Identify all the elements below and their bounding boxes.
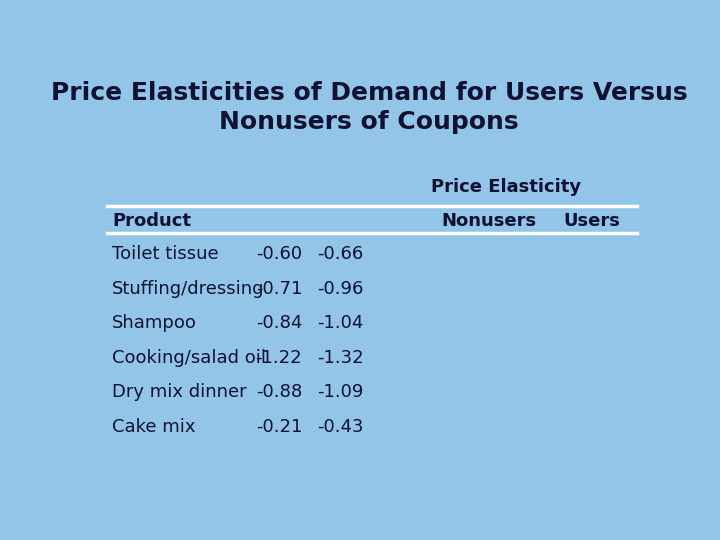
Text: -1.09: -1.09 (317, 383, 364, 401)
Text: Shampoo: Shampoo (112, 314, 197, 332)
Text: Price Elasticity: Price Elasticity (431, 178, 581, 196)
Text: Users: Users (563, 212, 620, 230)
Text: Nonusers: Nonusers (441, 212, 536, 230)
Text: -1.32: -1.32 (317, 348, 364, 367)
Text: Cake mix: Cake mix (112, 417, 196, 436)
Text: -0.60: -0.60 (256, 245, 302, 263)
Text: -0.96: -0.96 (317, 280, 364, 298)
Text: -0.43: -0.43 (317, 417, 364, 436)
Text: -0.21: -0.21 (256, 417, 302, 436)
Text: Dry mix dinner: Dry mix dinner (112, 383, 247, 401)
Text: Product: Product (112, 212, 192, 230)
Text: Stuffing/dressing: Stuffing/dressing (112, 280, 265, 298)
Text: Toilet tissue: Toilet tissue (112, 245, 219, 263)
Text: Cooking/salad oil: Cooking/salad oil (112, 348, 266, 367)
Text: -0.88: -0.88 (256, 383, 302, 401)
Text: Price Elasticities of Demand for Users Versus
Nonusers of Coupons: Price Elasticities of Demand for Users V… (50, 82, 688, 134)
Text: -0.66: -0.66 (318, 245, 364, 263)
Text: -0.84: -0.84 (256, 314, 302, 332)
Text: -1.04: -1.04 (317, 314, 364, 332)
Text: -0.71: -0.71 (256, 280, 302, 298)
Text: -1.22: -1.22 (256, 348, 302, 367)
